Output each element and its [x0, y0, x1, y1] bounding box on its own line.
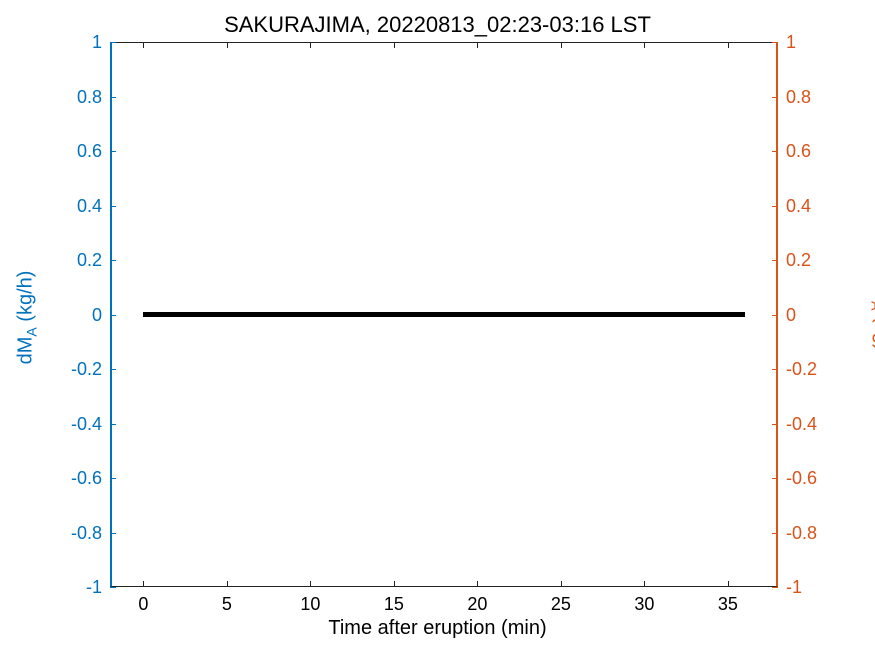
y-tick-left [110, 369, 116, 370]
data-series [143, 312, 744, 317]
chart-container: SAKURAJIMA, 20220813_02:23-03:16 LST Tim… [0, 0, 875, 656]
x-tick [644, 581, 645, 587]
y-tick-left [110, 424, 116, 425]
y-tick-label-left: 0.4 [77, 197, 102, 215]
x-tick-label: 15 [384, 595, 404, 613]
y-tick-label-right: -0.4 [786, 415, 817, 433]
y-tick-label-right: 0.8 [786, 88, 811, 106]
x-tick [310, 581, 311, 587]
y-tick-label-right: -0.8 [786, 524, 817, 542]
y-tick-label-right: 0.2 [786, 251, 811, 269]
y-tick-label-right: -0.6 [786, 469, 817, 487]
x-tick-label: 35 [718, 595, 738, 613]
y-tick-right [772, 478, 778, 479]
y-tick-right [772, 151, 778, 152]
x-tick [227, 581, 228, 587]
y-tick-label-left: 0.6 [77, 142, 102, 160]
y-tick-label-right: -1 [786, 578, 802, 596]
x-tick-label: 5 [222, 595, 232, 613]
y-tick-label-left: -0.6 [71, 469, 102, 487]
y-tick-right [772, 424, 778, 425]
y-tick-right [772, 315, 778, 316]
y-tick-label-left: -1 [86, 578, 102, 596]
y-tick-label-left: -0.8 [71, 524, 102, 542]
ylabel-left-prefix: dM [14, 336, 36, 364]
chart-title: SAKURAJIMA, 20220813_02:23-03:16 LST [0, 12, 875, 38]
y-tick-label-right: 1 [786, 33, 796, 51]
x-tick [143, 42, 144, 48]
y-tick-left [110, 587, 116, 588]
y-tick-label-left: 0 [92, 306, 102, 324]
y-tick-right [772, 369, 778, 370]
ylabel-left-suffix: (kg/h) [14, 270, 36, 327]
y-tick-left [110, 315, 116, 316]
y-tick-left [110, 206, 116, 207]
x-tick-label: 20 [467, 595, 487, 613]
y-tick-label-left: -0.4 [71, 415, 102, 433]
x-tick [477, 42, 478, 48]
y-tick-left [110, 478, 116, 479]
y-tick-left [110, 151, 116, 152]
y-tick-left [110, 97, 116, 98]
ylabel-right-prefix: M [872, 284, 875, 301]
y-tick-label-right: 0.6 [786, 142, 811, 160]
y-axis-label-right: MA (kg) [869, 284, 875, 350]
y-tick-label-right: -0.2 [786, 360, 817, 378]
y-tick-label-left: 0.8 [77, 88, 102, 106]
x-tick [394, 42, 395, 48]
y-tick-left [110, 260, 116, 261]
x-tick-label: 25 [551, 595, 571, 613]
y-tick-label-left: 0.2 [77, 251, 102, 269]
x-tick [310, 42, 311, 48]
y-tick-right [772, 587, 778, 588]
x-tick [644, 42, 645, 48]
x-tick [477, 581, 478, 587]
x-tick [561, 581, 562, 587]
y-tick-left [110, 533, 116, 534]
y-tick-right [772, 533, 778, 534]
y-tick-label-left: -0.2 [71, 360, 102, 378]
ylabel-left-sub: A [23, 327, 39, 336]
x-tick [143, 581, 144, 587]
y-tick-left [110, 42, 116, 43]
x-tick [561, 42, 562, 48]
x-tick [394, 581, 395, 587]
x-axis-label: Time after eruption (min) [0, 617, 875, 640]
y-tick-right [772, 42, 778, 43]
x-tick-label: 30 [634, 595, 654, 613]
y-tick-right [772, 97, 778, 98]
x-tick-label: 0 [138, 595, 148, 613]
y-tick-right [772, 206, 778, 207]
y-tick-right [772, 260, 778, 261]
ylabel-right-suffix: (kg) [872, 310, 875, 350]
y-tick-label-right: 0.4 [786, 197, 811, 215]
y-tick-label-right: 0 [786, 306, 796, 324]
y-axis-label-left: dMA (kg/h) [14, 270, 39, 364]
y-tick-label-left: 1 [92, 33, 102, 51]
x-tick [227, 42, 228, 48]
ylabel-right-sub: A [869, 301, 875, 310]
x-tick [728, 581, 729, 587]
x-tick-label: 10 [300, 595, 320, 613]
x-tick [728, 42, 729, 48]
